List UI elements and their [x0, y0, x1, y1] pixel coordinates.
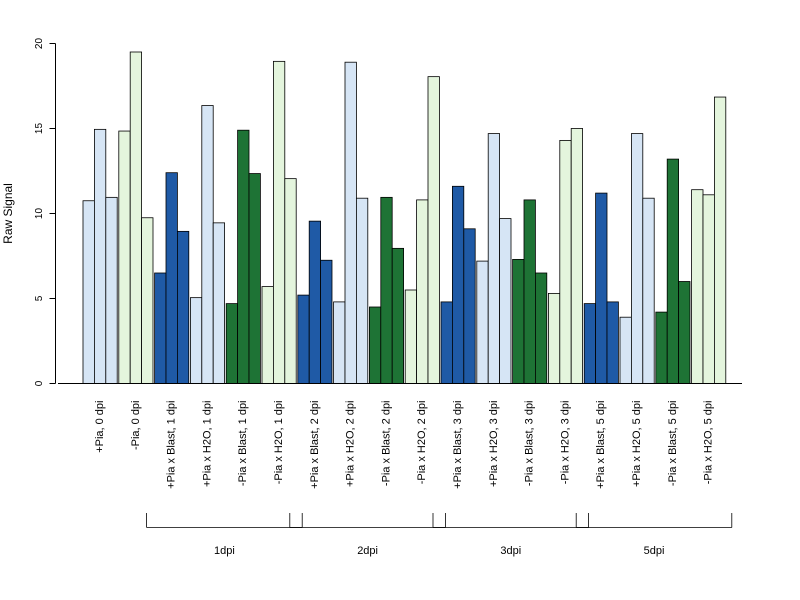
bar-9-1 — [368, 306, 382, 384]
y-tick-label: 10 — [34, 208, 45, 220]
bar-3-2 — [165, 172, 178, 384]
bar-8-2 — [344, 61, 357, 384]
y-axis: 0 5 10 15 20 — [34, 38, 56, 386]
x-tick-label: -Pia x Blast, 5 dpi — [667, 401, 679, 487]
bar-17-1 — [655, 311, 668, 384]
bar-7-1 — [297, 294, 310, 384]
bar-12-1 — [476, 260, 489, 384]
bar-9-3 — [391, 247, 405, 384]
x-tick-label: +Pia x Blast, 3 dpi — [452, 401, 464, 489]
bar-10-2 — [416, 199, 429, 384]
x-tick-label: +Pia, 0 dpi — [94, 401, 106, 453]
bar-2-1 — [118, 130, 131, 384]
bar-10-3 — [427, 76, 440, 384]
bar-2-2 — [129, 51, 142, 384]
bar-16-3 — [642, 197, 655, 384]
x-tick-label: +Pia x Blast, 5 dpi — [595, 401, 607, 489]
x-tick-label: +Pia x H2O, 5 dpi — [631, 401, 643, 488]
bar-18-3 — [714, 96, 727, 384]
bar-14-3 — [570, 128, 584, 384]
bar-11-1 — [440, 301, 453, 384]
y-axis-label: Raw Signal — [1, 183, 15, 244]
bar-3-1 — [154, 272, 167, 384]
bar-13-3 — [535, 272, 548, 384]
bar-6-1 — [261, 286, 274, 384]
group-label: 5dpi — [644, 545, 665, 557]
bar-15-3 — [606, 301, 619, 384]
bar-4-1 — [189, 297, 203, 384]
bar-1-2 — [94, 128, 107, 384]
x-tick-label: +Pia x H2O, 3 dpi — [488, 401, 500, 488]
x-tick-label: +Pia x Blast, 1 dpi — [166, 401, 178, 489]
bar-2-3 — [141, 217, 154, 384]
bars-layer — [82, 51, 727, 384]
y-tick-label: 5 — [34, 295, 45, 301]
bar-6-3 — [284, 178, 297, 384]
bar-17-2 — [666, 158, 680, 384]
bar-4-2 — [201, 105, 214, 384]
x-tick-label: +Pia x H2O, 1 dpi — [201, 401, 213, 488]
bar-5-1 — [225, 303, 238, 384]
bar-12-3 — [499, 218, 512, 384]
bar-6-2 — [272, 60, 286, 384]
bar-13-1 — [512, 258, 525, 384]
bar-7-3 — [320, 259, 333, 384]
bar-15-2 — [595, 192, 608, 384]
bar-14-2 — [559, 139, 572, 384]
x-tick-label: -Pia x H2O, 3 dpi — [559, 401, 571, 485]
bar-10-1 — [404, 289, 418, 384]
bar-16-2 — [631, 133, 644, 384]
x-tick-label: -Pia x H2O, 5 dpi — [703, 401, 715, 485]
bar-5-3 — [248, 173, 261, 384]
bar-4-3 — [212, 222, 225, 384]
bar-14-1 — [548, 292, 561, 384]
x-tick-label: -Pia x Blast, 2 dpi — [380, 401, 392, 487]
bar-1-1 — [82, 200, 95, 384]
y-tick-label: 0 — [34, 380, 45, 386]
bar-16-1 — [619, 316, 632, 384]
bar-8-1 — [333, 301, 346, 384]
bar-1-3 — [105, 196, 118, 384]
bar-11-3 — [463, 228, 476, 384]
bar-17-3 — [678, 281, 691, 384]
x-tick-label: +Pia x Blast, 2 dpi — [309, 401, 321, 489]
group-label: 2dpi — [357, 545, 378, 557]
x-tick-label: -Pia x Blast, 3 dpi — [524, 401, 536, 487]
x-tick-label: -Pia x Blast, 1 dpi — [237, 401, 249, 487]
group-label: 1dpi — [214, 545, 235, 557]
bar-7-2 — [308, 220, 322, 384]
y-tick-label: 15 — [34, 123, 45, 135]
group-brackets: 1dpi 2dpi 3dpi 5dpi — [146, 513, 733, 557]
x-tick-label: -Pia, 0 dpi — [130, 401, 142, 451]
y-tick-label: 20 — [34, 38, 45, 50]
bar-12-2 — [487, 133, 501, 384]
group-label: 3dpi — [500, 545, 521, 557]
bar-5-2 — [237, 129, 250, 384]
bar-11-2 — [451, 185, 465, 384]
x-tick-labels: +Pia, 0 dpi -Pia, 0 dpi +Pia x Blast, 1 dp… — [94, 401, 715, 489]
bar-9-2 — [380, 196, 393, 384]
bar-8-3 — [355, 197, 369, 384]
bar-13-2 — [523, 199, 536, 384]
bar-18-1 — [691, 189, 704, 384]
x-tick-label: -Pia x H2O, 2 dpi — [416, 401, 428, 485]
bar-3-3 — [176, 230, 190, 384]
bar-15-1 — [583, 303, 597, 384]
bar-18-2 — [702, 194, 715, 384]
x-tick-label: +Pia x H2O, 2 dpi — [345, 401, 357, 488]
x-tick-label: -Pia x H2O, 1 dpi — [273, 401, 285, 485]
